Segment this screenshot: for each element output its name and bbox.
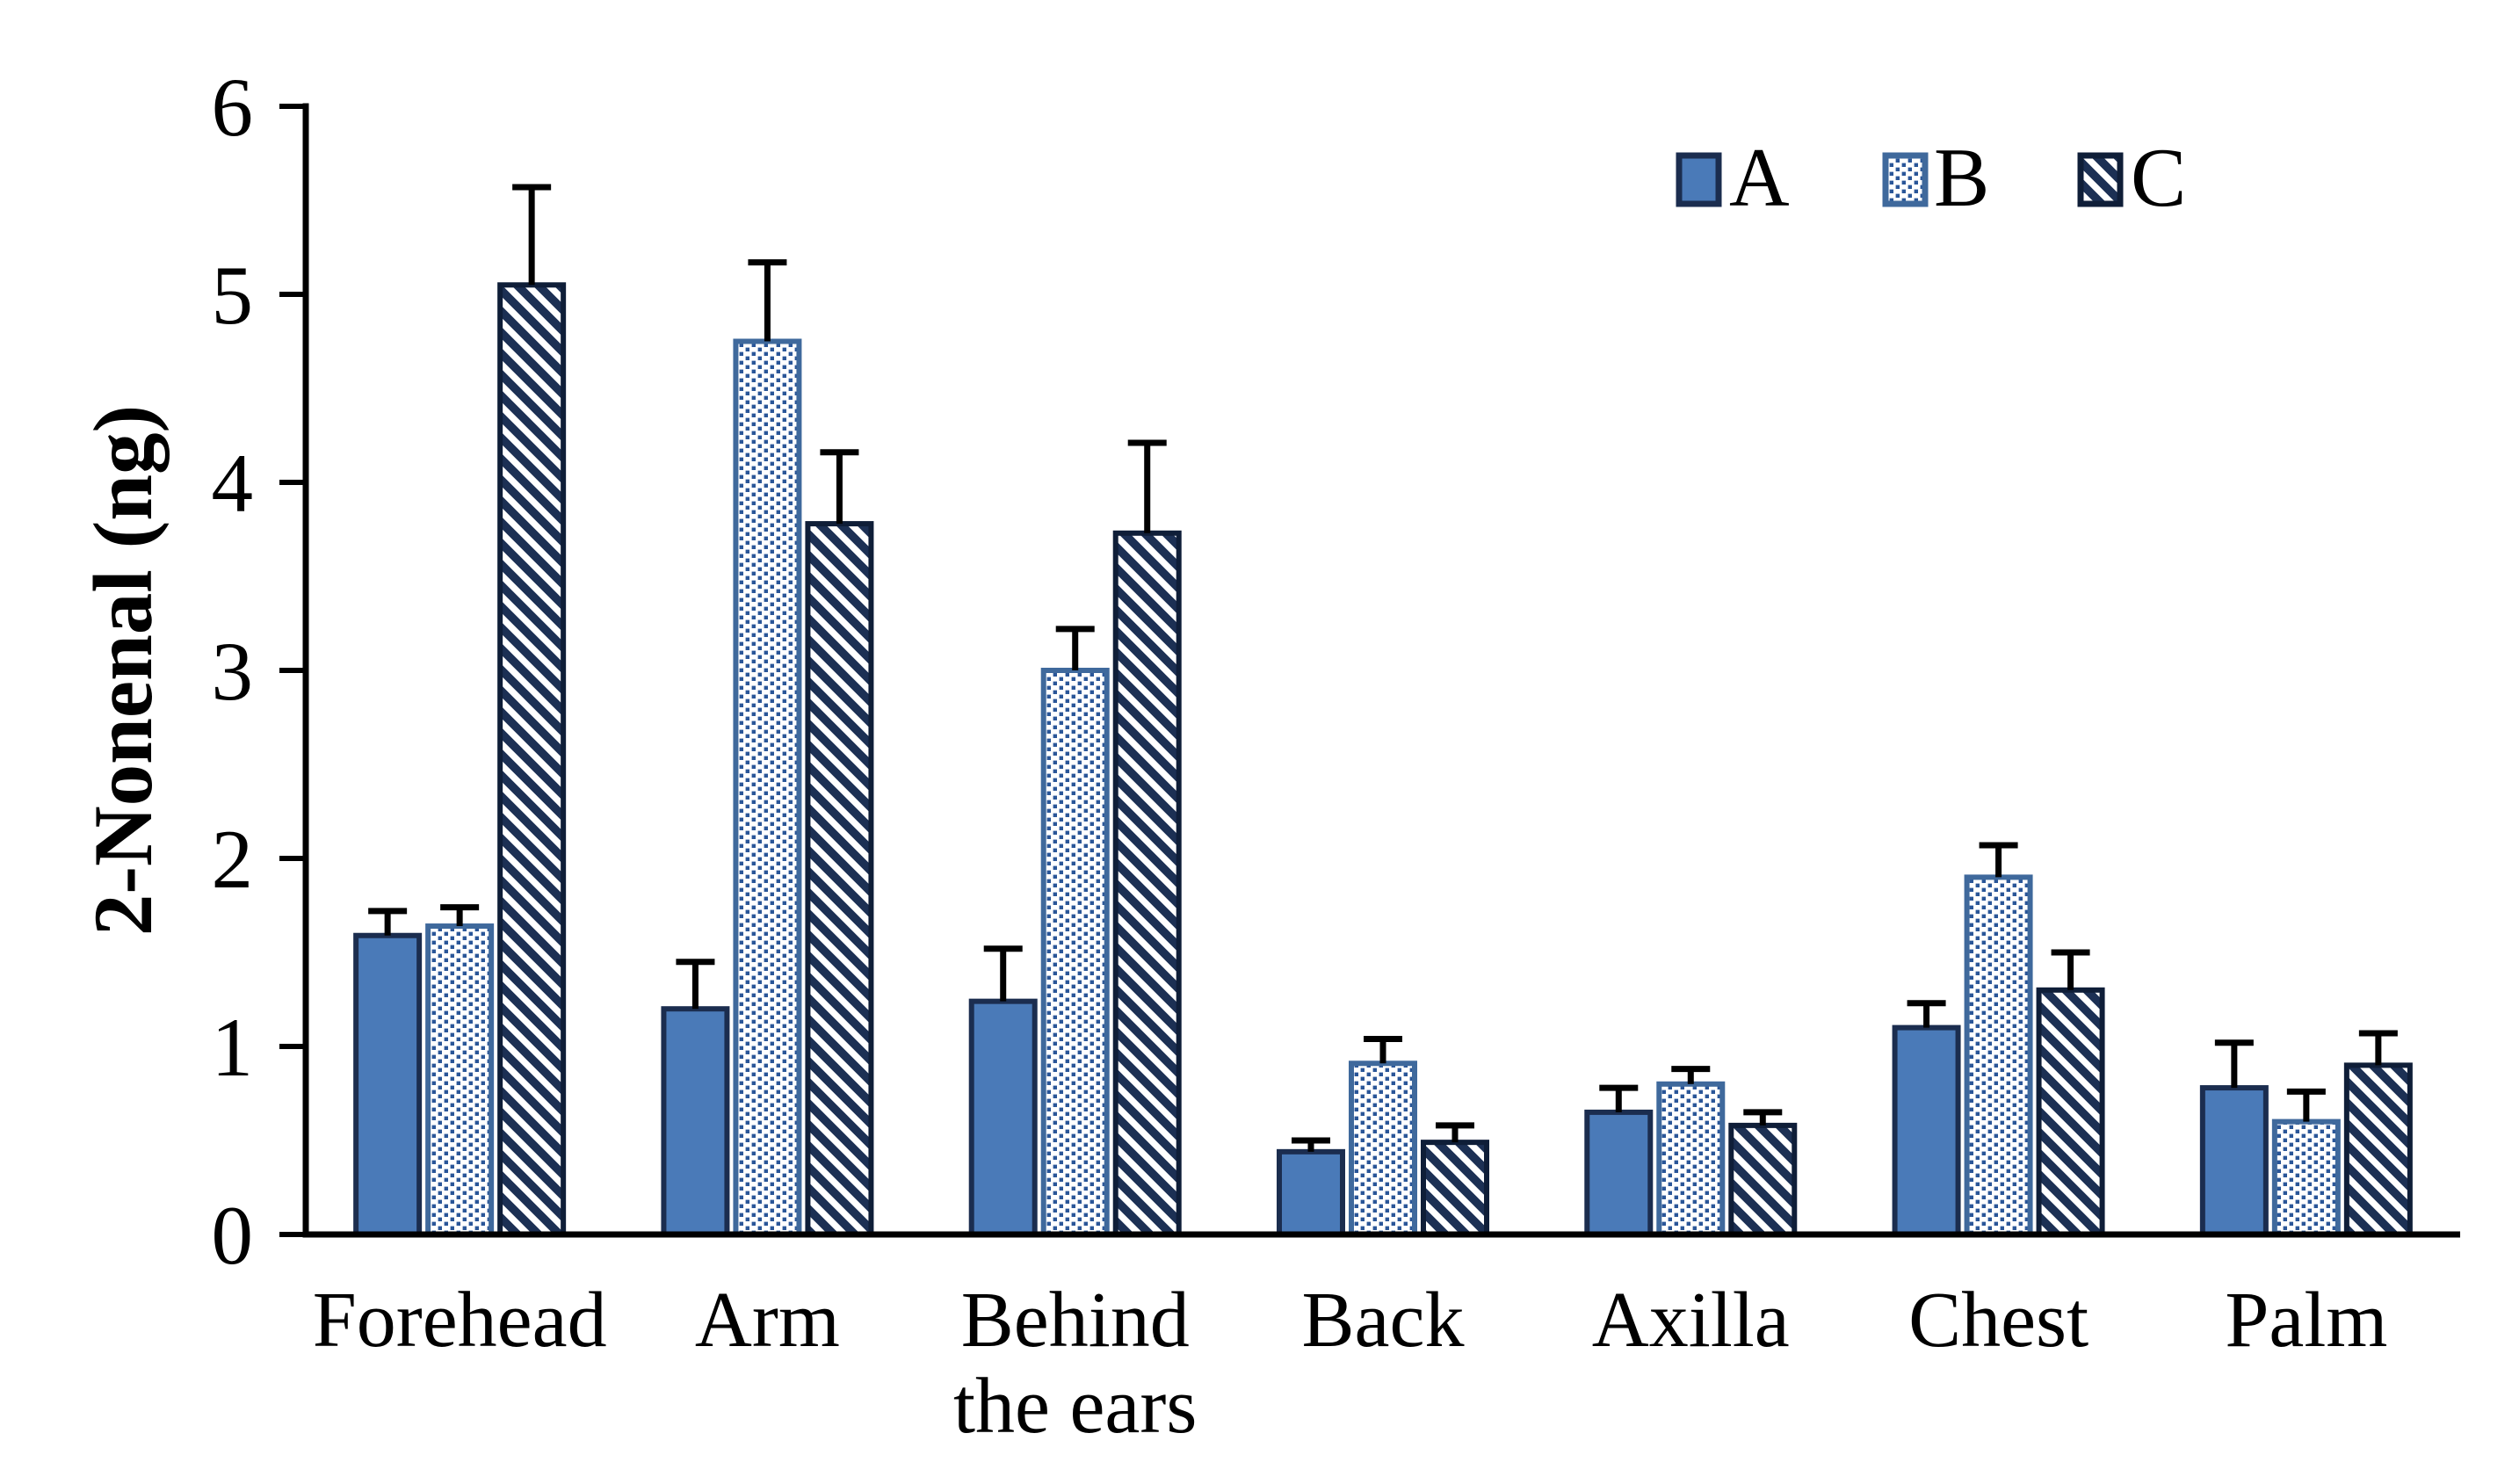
legend-swatch-a [1676,152,1722,207]
y-tick-labels: 0 1 2 3 4 5 6 [212,61,254,1282]
legend-swatch-b [1882,152,1929,207]
bar-palm-b [2271,1118,2341,1237]
bar-arm-a [661,1006,730,1237]
bar-chest-b [1964,874,2033,1238]
bar-back-a [1277,1148,1345,1237]
bar-forehead-a [353,932,423,1237]
bars-layer [353,282,2413,1238]
x-tick-label-forehead: Forehead [313,1277,607,1364]
legend: A B C [1676,131,2186,224]
x-tick-label-back: Back [1302,1277,1465,1364]
bar-behind-the-ears-b [1040,668,1110,1237]
y-tick-label-4: 4 [212,437,254,530]
bar-back-b [1349,1061,1417,1238]
bar-chest-a [1892,1024,1961,1237]
x-tick-label-behind-the-ears-line1: Behind [961,1277,1190,1364]
bar-behind-the-ears-a [968,998,1038,1237]
x-tick-label-arm: Arm [695,1277,840,1364]
x-tick-label-palm: Palm [2225,1277,2387,1364]
y-tick-label-3: 3 [212,625,254,718]
bar-forehead-b [425,923,495,1238]
bar-back-c [1421,1140,1489,1238]
axes-layer [279,103,2460,1238]
y-tick-label-1: 1 [212,1001,254,1094]
legend-label-c: C [2131,131,2186,224]
bar-chest-c [2036,987,2105,1238]
x-tick-label-axilla: Axilla [1592,1277,1790,1364]
bar-forehead-c [497,282,567,1237]
error-bars-layer [368,184,2398,1152]
legend-label-a: A [1729,131,1790,224]
y-tick-label-6: 6 [212,61,254,154]
legend-swatch-c [2077,152,2124,207]
y-tick-label-5: 5 [212,249,254,342]
x-tick-label-behind-the-ears-line2: the ears [953,1363,1197,1450]
bar-palm-a [2199,1085,2269,1237]
bar-palm-c [2343,1062,2413,1238]
x-tick-label-chest: Chest [1908,1277,2089,1364]
y-tick-label-0: 0 [212,1189,254,1282]
bar-axilla-b [1656,1081,1726,1238]
y-axis-title: 2-Nonenal (ng) [76,405,170,936]
bar-axilla-c [1728,1122,1798,1238]
y-tick-label-2: 2 [212,813,254,906]
bar-arm-c [805,521,874,1237]
bar-behind-the-ears-c [1112,530,1182,1237]
bar-axilla-a [1584,1109,1654,1238]
bar-arm-b [733,338,802,1237]
legend-label-b: B [1934,131,1989,224]
